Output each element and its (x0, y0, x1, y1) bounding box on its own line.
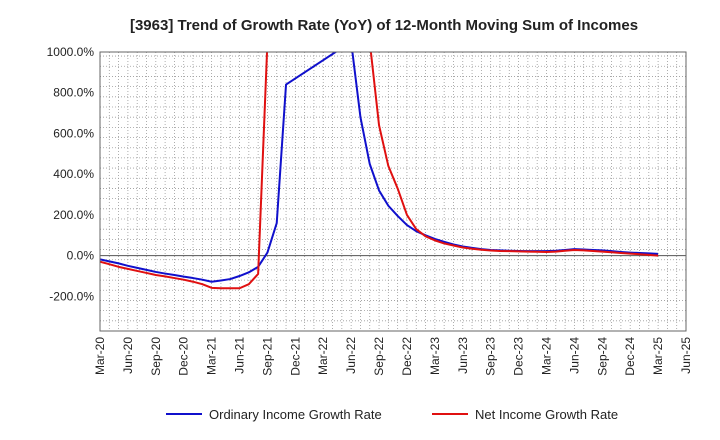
legend-label-ordinary: Ordinary Income Growth Rate (209, 407, 382, 422)
series-line-ordinary-income (100, 52, 659, 283)
x-tick-label: Mar-21 (205, 337, 219, 375)
y-tick-label: 400.0% (53, 167, 94, 181)
x-tick-label: Dec-21 (288, 337, 302, 376)
y-tick-label: 200.0% (53, 208, 94, 222)
legend: Ordinary Income Growth Rate Net Income G… (166, 407, 618, 422)
series-lines (100, 52, 659, 290)
x-tick-label: Mar-22 (316, 337, 330, 375)
y-axis-ticks: 1000.0% 800.0% 600.0% 400.0% 200.0% 0.0% -200.… (47, 45, 95, 303)
x-tick-label: Dec-20 (177, 337, 191, 376)
x-tick-label: Jun-21 (233, 337, 247, 374)
x-tick-label: Mar-25 (651, 337, 665, 375)
chart-title: [3963] Trend of Growth Rate (YoY) of 12-… (130, 17, 638, 34)
y-tick-label: 1000.0% (47, 45, 95, 59)
x-tick-label: Sep-20 (149, 337, 163, 376)
x-tick-label: Sep-21 (260, 337, 274, 376)
x-tick-label: Sep-24 (595, 337, 609, 376)
x-tick-label: Dec-23 (512, 337, 526, 376)
y-tick-label: 600.0% (53, 126, 94, 140)
x-tick-label: Mar-23 (428, 337, 442, 375)
x-tick-label: Sep-22 (372, 337, 386, 376)
x-tick-label: Jun-24 (567, 337, 581, 374)
x-axis-ticks: Mar-20 Jun-20 Sep-20 Dec-20 Mar-21 Jun-21 Sep-… (93, 337, 693, 376)
x-tick-label: Jun-25 (679, 337, 693, 374)
x-tick-label: Dec-22 (400, 337, 414, 376)
plot-area-frame (99, 51, 687, 332)
x-tick-label: Sep-23 (484, 337, 498, 376)
x-tick-label: Jun-20 (121, 337, 135, 374)
y-tick-label: 0.0% (67, 249, 95, 263)
y-tick-label: -200.0% (49, 289, 94, 303)
grid (100, 52, 686, 332)
x-tick-label: Mar-20 (93, 337, 107, 375)
x-tick-label: Mar-24 (539, 337, 553, 375)
series-line-net-income (100, 52, 659, 290)
x-tick-label: Dec-24 (623, 337, 637, 376)
legend-label-net: Net Income Growth Rate (475, 407, 618, 422)
x-tick-label: Jun-22 (344, 337, 358, 374)
x-tick-label: Jun-23 (456, 337, 470, 374)
y-tick-label: 800.0% (53, 86, 94, 100)
